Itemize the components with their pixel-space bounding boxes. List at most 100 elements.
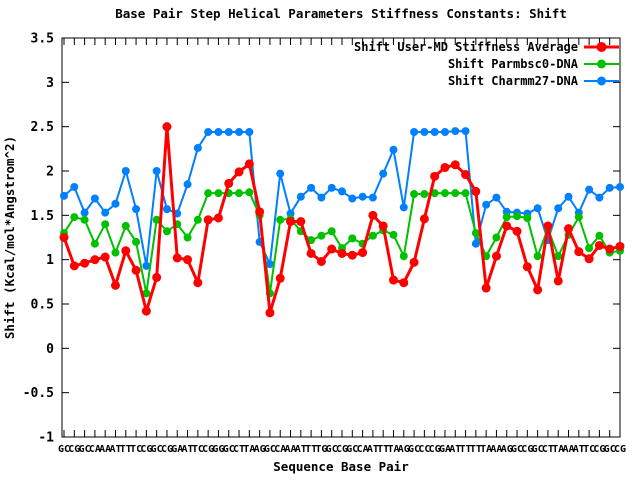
series-marker-0 [296, 217, 306, 227]
series-marker-2 [595, 193, 604, 202]
x-tick-label: TT [470, 444, 482, 455]
legend-sample-marker-2 [597, 76, 606, 86]
x-tick-label: CT [542, 444, 554, 455]
legend-label-2: Shift Charmm27-DNA [448, 74, 579, 88]
series-marker-0 [162, 122, 172, 132]
series-marker-0 [471, 186, 481, 196]
series-marker-1 [389, 230, 398, 239]
x-tick-label: TT [377, 444, 389, 455]
series-marker-2 [492, 193, 501, 202]
series-marker-0 [69, 261, 79, 271]
series-marker-0 [80, 258, 90, 268]
series-marker-2 [162, 205, 171, 214]
x-tick-label: GA [439, 444, 451, 455]
series-marker-2 [389, 145, 398, 154]
series-marker-2 [471, 239, 480, 248]
x-tick-label: TT [120, 444, 132, 455]
series-marker-0 [574, 247, 584, 257]
series-marker-1 [461, 189, 470, 198]
series-marker-0 [172, 253, 182, 263]
series-marker-1 [554, 252, 563, 261]
x-tick-label: AG [398, 444, 410, 455]
series-marker-2 [296, 192, 305, 201]
x-tick-label: CG [140, 444, 152, 455]
series-marker-1 [492, 233, 501, 242]
x-tick-label: CG [68, 444, 80, 455]
chart-title: Base Pair Step Helical Parameters Stiffn… [115, 6, 567, 21]
x-tick-label: GC [346, 444, 358, 455]
series-marker-2 [616, 182, 624, 191]
series-marker-0 [306, 248, 316, 258]
series-marker-1 [90, 239, 99, 248]
series-marker-1 [574, 213, 583, 222]
series-marker-0 [275, 273, 285, 283]
x-tick-label: AT [182, 444, 194, 455]
series-marker-0 [419, 214, 429, 224]
x-tick-label: CG [202, 444, 214, 455]
series-marker-1 [327, 227, 336, 236]
series-marker-2 [235, 127, 244, 136]
series-marker-1 [121, 221, 130, 230]
series-marker-0 [316, 256, 326, 266]
series-marker-2 [451, 127, 460, 136]
x-tick-label: AT [573, 444, 585, 455]
series-marker-2 [379, 169, 388, 178]
series-marker-0 [584, 254, 594, 264]
series-marker-0 [368, 210, 378, 220]
x-tick-label: AT [449, 444, 461, 455]
series-marker-1 [451, 189, 460, 198]
series-marker-0 [553, 276, 563, 286]
series-marker-1 [214, 189, 223, 198]
series-marker-0 [461, 170, 471, 180]
series-marker-2 [152, 167, 161, 175]
x-tick-label: AA [490, 444, 502, 455]
series-marker-2 [430, 127, 439, 136]
series-marker-0 [131, 265, 141, 275]
series-marker-0 [605, 244, 615, 254]
series-marker-2 [183, 180, 192, 189]
series-marker-1 [80, 215, 89, 224]
x-tick-label: CG [429, 444, 441, 455]
series-marker-2 [440, 127, 449, 136]
y-tick-label: 0.5 [31, 298, 54, 313]
series-marker-0 [265, 308, 275, 318]
series-marker-1 [162, 227, 171, 236]
series-marker-0 [522, 262, 532, 272]
x-tick-label: AA [99, 444, 111, 455]
series-marker-0 [564, 224, 574, 234]
series-marker-0 [502, 221, 512, 231]
series-marker-0 [358, 248, 368, 258]
x-tick-label: GC [223, 444, 235, 455]
x-axis-title: Sequence Base Pair [273, 459, 409, 474]
y-tick-label: -1 [38, 431, 54, 446]
series-marker-0 [594, 240, 604, 250]
series-marker-0 [141, 306, 151, 316]
series-marker-2 [327, 183, 336, 192]
x-tick-label: GC [79, 444, 91, 455]
series-marker-1 [276, 215, 285, 224]
series-marker-2 [132, 205, 141, 214]
series-marker-1 [523, 213, 532, 222]
series-marker-0 [234, 167, 244, 177]
series-marker-1 [410, 190, 419, 199]
series-marker-0 [543, 221, 553, 231]
x-tick-label: CG [614, 444, 626, 455]
series-marker-1 [70, 213, 79, 222]
x-tick-label: CA [89, 444, 101, 455]
series-marker-2 [585, 185, 594, 194]
series-marker-2 [111, 199, 120, 208]
series-marker-2 [265, 260, 274, 269]
series-marker-0 [110, 280, 120, 290]
series-marker-0 [59, 233, 69, 242]
series-marker-2 [338, 187, 346, 196]
y-tick-label: 1 [46, 253, 54, 268]
x-tick-label: AA [562, 444, 574, 455]
series-marker-0 [512, 226, 522, 236]
legend-sample-marker-1 [597, 59, 606, 69]
series-marker-2 [533, 204, 542, 213]
series-marker-2 [60, 191, 68, 200]
series-marker-2 [70, 182, 79, 191]
series-marker-2 [368, 193, 377, 202]
x-tick-label: GC [408, 444, 420, 455]
x-tick-label: CG [336, 444, 348, 455]
